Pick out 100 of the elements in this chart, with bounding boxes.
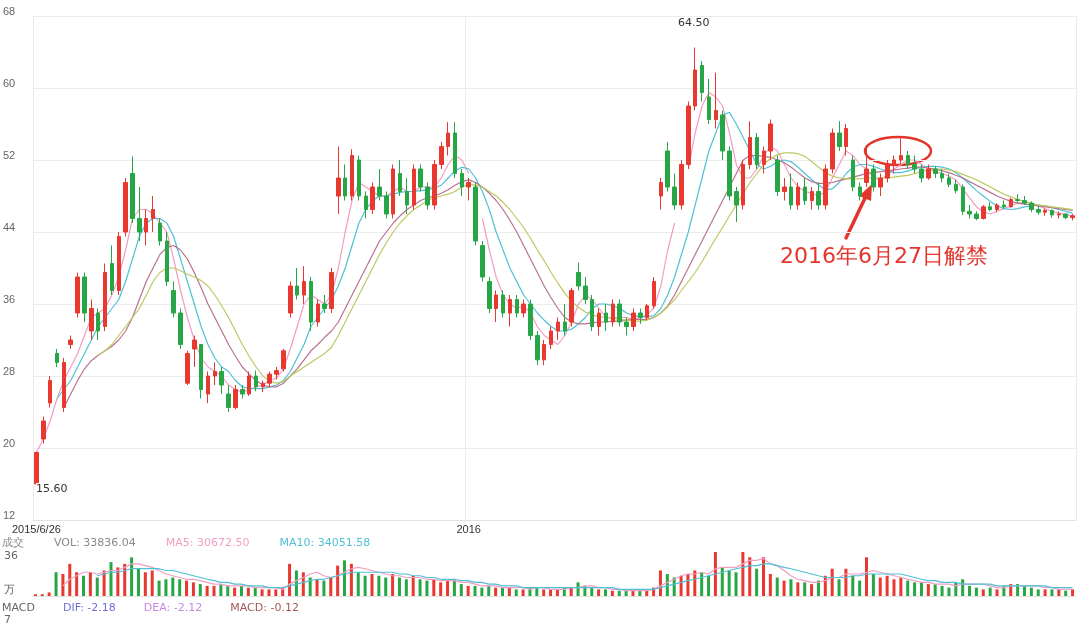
bar [432,579,436,596]
text: MACD [2,601,35,614]
bar [858,580,862,596]
bar [178,579,182,596]
bar [892,579,896,596]
bar [75,572,79,596]
bar [480,587,484,596]
bar [260,589,264,596]
bar [68,563,72,596]
bar [136,568,140,596]
bar [109,562,113,596]
bar [1071,589,1075,596]
bar [569,587,573,596]
bar [418,579,422,596]
bar [700,572,704,596]
bar [500,587,504,596]
bar [130,557,134,596]
bar [1022,585,1026,596]
bar [1050,589,1054,596]
bar [906,580,910,596]
bar [707,575,711,596]
text: VOL: 33836.04 [54,536,136,549]
bar [514,589,518,596]
annotation: 15.60 [36,482,68,495]
y-tick-label: 68 [3,4,16,17]
text: 7 [4,613,11,625]
bar [384,577,388,596]
bar [947,587,951,596]
bar [185,580,189,596]
bar [212,585,216,596]
bar [981,589,985,596]
bar [775,577,779,596]
bar [631,590,635,596]
text: 万 [4,583,15,596]
bar [459,584,463,596]
bar [1029,587,1033,596]
x-tick-label: 2015/6/26 [11,522,61,535]
bar [95,577,99,596]
bar [343,560,347,596]
bar [377,575,381,596]
bar [54,572,58,596]
bar [885,575,889,596]
bar [226,585,230,596]
bar [576,582,580,596]
bar [727,570,731,596]
bar [143,572,147,596]
bar [878,577,882,596]
bar [542,589,546,596]
bar [830,568,834,596]
bar [734,572,738,596]
bar [1043,589,1047,596]
bar [116,567,120,596]
bar [494,587,498,596]
bar [940,585,944,596]
text: MA5: 30672.50 [165,536,250,549]
bar [597,589,601,596]
bar [604,589,608,596]
bar [487,585,491,596]
bar [473,585,477,596]
bar [315,579,319,596]
bar [239,585,243,596]
bar [865,557,869,596]
bar [995,589,999,596]
bar [913,582,917,596]
bar [274,589,278,596]
bar [926,584,930,596]
bar [329,577,333,596]
bar [123,563,127,596]
bar [755,568,759,596]
text: MACD: -0.12 [230,601,299,614]
annotation: 64.50 [678,16,710,29]
bar [308,577,312,596]
bar [535,587,539,596]
bar [713,552,717,596]
bar [837,579,841,596]
y-tick-label: 20 [3,436,16,449]
y-tick-label: 12 [3,508,16,521]
bar [810,584,814,596]
bar [150,570,154,596]
bar [61,574,65,596]
bar [411,575,415,596]
bar [789,579,793,596]
bar [370,574,374,596]
bar [446,580,450,596]
bar [1036,589,1040,596]
bar [219,584,223,596]
bar [590,587,594,596]
bar [88,572,92,596]
bar [439,582,443,596]
bar [356,572,360,596]
bar [988,587,992,596]
bar [871,574,875,596]
bar [521,589,525,596]
bar [974,587,978,596]
bar [246,587,250,596]
bar [933,584,937,596]
bar [267,589,271,596]
bar [507,587,511,596]
bar [761,557,765,596]
bar [748,557,752,596]
